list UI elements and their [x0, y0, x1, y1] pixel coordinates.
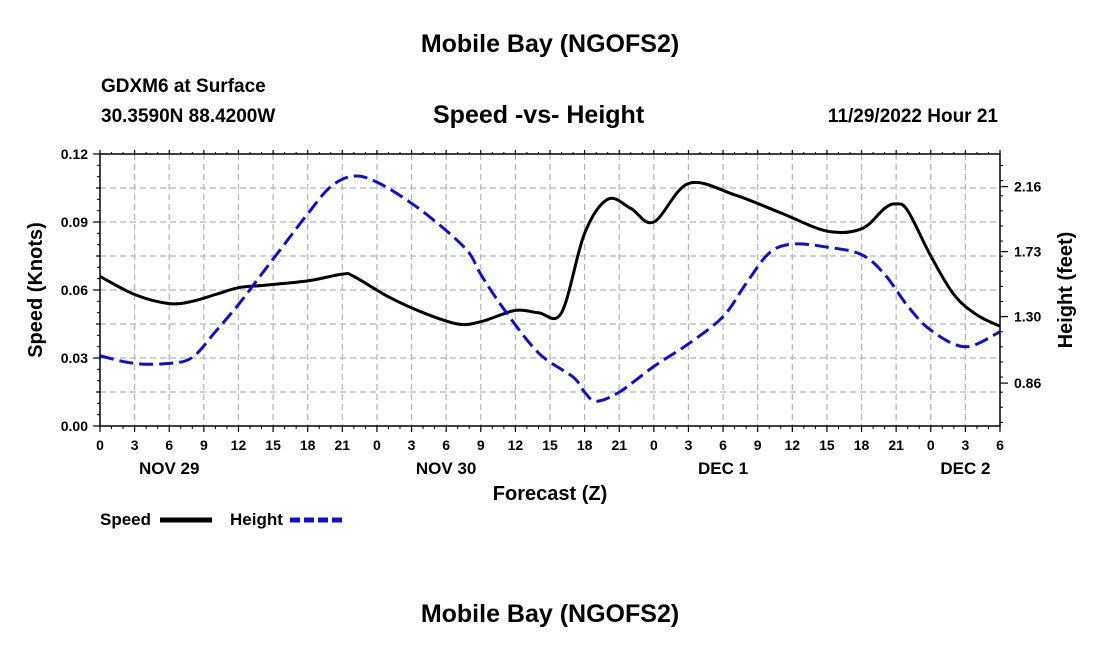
x-tick-label: 0 [373, 437, 381, 453]
y-tick-label-right: 0.86 [1014, 375, 1041, 391]
date-label: DEC 1 [698, 459, 748, 478]
x-tick-label: 3 [961, 437, 969, 453]
x-tick-label: 0 [650, 437, 658, 453]
series-line-speed [99, 180, 1001, 328]
x-tick-label: 6 [165, 437, 173, 453]
x-tick-label: 9 [754, 437, 762, 453]
date-label: DEC 2 [940, 459, 990, 478]
station-coordinates: 30.3590N 88.4200W [101, 106, 276, 127]
y-tick-label-left: 0.09 [61, 214, 88, 230]
x-tick-label: 18 [300, 437, 316, 453]
x-tick-label: 0 [927, 437, 935, 453]
plot-frame [99, 153, 1001, 427]
x-tick-label: 15 [819, 437, 835, 453]
y-tick-label-right: 1.73 [1014, 244, 1041, 260]
y-tick-label-left: 0.03 [61, 350, 88, 366]
x-axis-label: Forecast (Z) [493, 483, 607, 505]
series-line-height [99, 174, 1001, 403]
x-tick-label: 6 [719, 437, 727, 453]
y-tick-label-right: 2.16 [1014, 179, 1041, 195]
date-label: NOV 29 [139, 459, 199, 478]
x-tick-label: 12 [785, 437, 801, 453]
x-tick-label: 15 [542, 437, 558, 453]
x-tick-label: 6 [442, 437, 450, 453]
x-tick-label: 3 [408, 437, 416, 453]
legend-label-height: Height [230, 510, 283, 529]
y-tick-label-right: 1.30 [1014, 309, 1041, 325]
x-tick-label: 3 [131, 437, 139, 453]
forecast-timestamp: 11/29/2022 Hour 21 [827, 106, 998, 127]
x-tick-label: 9 [477, 437, 485, 453]
y-tick-label-left: 0.06 [61, 282, 88, 298]
x-tick-label: 21 [611, 437, 627, 453]
y-axis-label-left: Speed (Knots) [25, 222, 47, 358]
x-tick-label: 6 [996, 437, 1004, 453]
x-tick-label: 18 [577, 437, 593, 453]
y-tick-label-left: 0.12 [61, 146, 88, 162]
x-tick-label: 9 [200, 437, 208, 453]
series-group [99, 174, 1001, 403]
y-tick-label-left: 0.00 [61, 418, 88, 434]
x-tick-label: 21 [888, 437, 904, 453]
x-tick-label: 21 [335, 437, 351, 453]
date-label: NOV 30 [416, 459, 476, 478]
page-title: Mobile Bay (NGOFS2) [420, 30, 680, 58]
x-tick-label: 18 [854, 437, 870, 453]
grid [100, 154, 1000, 426]
x-tick-label: 12 [508, 437, 524, 453]
x-tick-label: 0 [96, 437, 104, 453]
station-label: GDXM6 at Surface [101, 76, 266, 97]
legend-label-speed: Speed [100, 510, 151, 529]
x-tick-label: 15 [265, 437, 281, 453]
chart-title: Speed -vs- Height [433, 101, 645, 129]
legend: Speed Height [100, 510, 342, 529]
x-tick-label: 12 [231, 437, 247, 453]
axis-labels: 0 3 6 9 12 15 18 21 0 3 6 9 12 15 18 21 0 3 6 9 12 15 18 21 0 3 6 N… [61, 146, 1042, 478]
y-axis-label-right: Height (feet) [1055, 232, 1077, 349]
footer-title: Mobile Bay (NGOFS2) [420, 600, 680, 628]
x-tick-label: 3 [685, 437, 693, 453]
